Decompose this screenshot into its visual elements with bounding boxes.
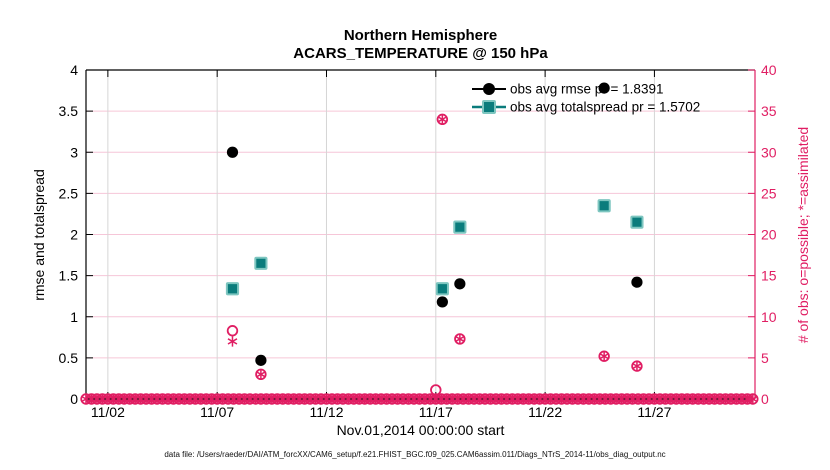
totalspread-point [254,256,268,270]
chart-title-line1: Northern Hemisphere [343,27,498,44]
y-left-tick-label: 0 [70,391,78,407]
chart-title-line2: ACARS_TEMPERATURE @ 150 hPa [293,45,548,62]
x-tick-label: 11/22 [528,404,562,420]
totalspread-point [597,199,611,213]
y-axis-right-label: # of obs: o=possible; *=assimilated [795,126,811,344]
y-right-tick-label: 10 [761,309,777,325]
y-right-tick-label: 0 [761,391,769,407]
assimilated-point [454,335,465,343]
x-tick-label: 11/07 [200,404,234,420]
zero-row-assimilated-marker [747,395,758,403]
totalspread-point [630,215,644,229]
x-tick-label: 11/27 [637,404,671,420]
y-right-tick-label: 35 [761,103,777,119]
legend-totalspread-label: obs avg totalspread pr = 1.5702 [510,100,700,115]
grid-layer [86,70,755,399]
x-tick-label: 11/02 [91,404,125,420]
legend-rmse-circle-icon [483,83,495,95]
assimilated-point [599,352,610,360]
assimilated-point [632,362,642,370]
y-right-tick-label: 25 [761,185,777,201]
y-right-tick-label: 5 [761,350,769,366]
legend: obs avg rmse pr = 1.8391 obs avg totalsp… [472,82,700,115]
y-right-tick-label: 20 [761,227,777,243]
x-tick-label: 11/17 [419,404,453,420]
rmse-point [598,82,610,94]
rmse-point [436,296,448,308]
rmse-point [454,278,466,290]
totalspread-point [225,282,240,296]
data-file-footnote: data file: /Users/raeder/DAI/ATM_forcXX/… [164,450,666,459]
totalspread-point [453,220,467,234]
possible-point [430,384,442,396]
data-layer [80,82,759,405]
y-left-tick-label: 2 [70,227,78,243]
y-right-tick-label: 15 [761,268,777,284]
rmse-point [255,354,267,366]
assimilated-point [437,116,448,123]
y-left-tick-label: 3.5 [59,103,79,119]
possible-point [226,325,239,337]
x-axis-label: Nov.01,2014 00:00:00 start [336,422,505,438]
totalspread-point [435,282,449,296]
y-left-tick-label: 1 [70,309,78,325]
y-left-tick-label: 1.5 [59,268,79,284]
chart-title: Northern Hemisphere ACARS_TEMPERATURE @ … [86,27,755,63]
legend-totalspread-square-icon [482,100,496,114]
y-right-tick-label: 40 [761,62,777,78]
x-tick-label: 11/12 [309,404,343,420]
rmse-point [226,146,239,158]
assimilated-point [256,371,266,378]
y-left-tick-label: 3 [70,144,78,160]
y-right-tick-label: 30 [761,144,777,160]
y-left-tick-label: 0.5 [59,350,79,366]
rmse-point [631,276,643,288]
y-left-tick-label: 2.5 [59,185,79,201]
y-axis-left-label: rmse and totalspread [31,169,47,301]
legend-rmse-label: obs avg rmse pr = 1.8391 [510,82,663,97]
y-left-tick-label: 4 [70,62,78,78]
assimilated-point [227,338,238,345]
